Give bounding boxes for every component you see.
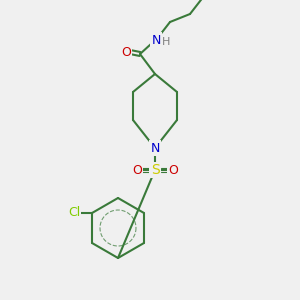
Text: N: N — [150, 142, 160, 154]
Text: N: N — [151, 34, 161, 46]
Text: Cl: Cl — [68, 206, 80, 220]
Text: S: S — [151, 163, 159, 177]
Text: O: O — [168, 164, 178, 176]
Text: H: H — [162, 37, 170, 47]
Text: O: O — [121, 46, 131, 59]
Text: O: O — [132, 164, 142, 176]
